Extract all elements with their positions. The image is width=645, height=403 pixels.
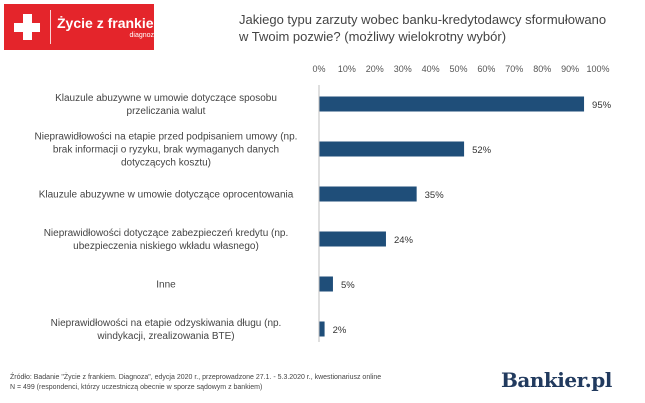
category-label-line: windykacji, zrealizowania BTE) (96, 331, 234, 342)
category-label: Inne (156, 280, 176, 291)
x-tick-label: 100% (586, 64, 609, 74)
category-label: Nieprawidłowości na etapie przed podpisa… (35, 132, 298, 169)
category-label-line: dotyczących kosztu) (121, 158, 211, 169)
category-label-line: Inne (156, 280, 176, 291)
logo-text: Życie z frankiem diagnoza (51, 15, 166, 40)
category-label: Nieprawidłowości na etapie odzyskiwania … (51, 318, 282, 342)
bankier-logo: Bankier.pl (501, 368, 612, 392)
logo-divider (50, 10, 51, 44)
x-tick-label: 70% (505, 64, 523, 74)
category-label-line: Nieprawidłowości na etapie odzyskiwania … (51, 318, 282, 329)
chart-title: Jakiego typu zarzuty wobec banku-kredyto… (239, 11, 629, 45)
category-label-line: Klauzule abuzywne w umowie dotyczące spo… (55, 93, 277, 104)
data-label: 52% (472, 145, 492, 156)
category-label: Nieprawidłowości dotyczące zabezpieczeń … (44, 228, 289, 252)
x-tick-label: 20% (366, 64, 384, 74)
bar (319, 96, 585, 112)
zycie-z-frankiem-logo: Życie z frankiem diagnoza (4, 4, 166, 50)
source-note: Źródło: Badanie "Życie z frankiem. Diagn… (10, 373, 381, 393)
logo-sub: diagnoza (129, 31, 158, 39)
chart-title-line-1: Jakiego typu zarzuty wobec banku-kredyto… (239, 12, 607, 27)
chart-title-line-2: w Twoim pozwie? (możliwy wielokrotny wyb… (239, 29, 507, 44)
category-label-line: przeliczania walut (127, 106, 206, 117)
data-label: 35% (425, 190, 445, 201)
x-tick-label: 90% (561, 64, 579, 74)
x-tick-label: 0% (312, 64, 325, 74)
source-note-line-1: Źródło: Badanie "Życie z frankiem. Diagn… (10, 374, 382, 381)
category-label-line: Nieprawidłowości na etapie przed podpisa… (35, 132, 298, 143)
x-tick-label: 40% (422, 64, 440, 74)
category-label-line: Klauzule abuzywne w umowie dotyczące opr… (39, 190, 294, 201)
bar (319, 231, 386, 247)
swiss-cross-icon (4, 4, 50, 50)
bar (319, 186, 417, 202)
x-tick-label: 80% (533, 64, 551, 74)
x-tick-label: 30% (394, 64, 412, 74)
source-note-line-2: N = 499 (respondenci, którzy uczestniczą… (10, 384, 263, 391)
category-label: Klauzule abuzywne w umowie dotyczące opr… (39, 190, 294, 201)
data-label: 24% (394, 235, 414, 246)
category-label-line: ubezpieczenia niskiego wkładu własnego) (73, 241, 259, 252)
category-label: Klauzule abuzywne w umowie dotyczące spo… (55, 93, 277, 117)
data-label: 2% (333, 325, 347, 336)
data-label: 95% (592, 100, 612, 111)
bar (319, 141, 465, 157)
bar (319, 321, 325, 337)
category-label-line: brak informacji o ryzyku, brak wymaganyc… (53, 145, 279, 156)
x-tick-label: 50% (449, 64, 467, 74)
x-tick-label: 10% (338, 64, 356, 74)
category-label-line: Nieprawidłowości dotyczące zabezpieczeń … (44, 228, 289, 239)
bar (319, 276, 333, 292)
logo-name: Życie z frankiem (57, 14, 166, 31)
data-label: 5% (341, 280, 355, 291)
x-tick-label: 60% (477, 64, 495, 74)
